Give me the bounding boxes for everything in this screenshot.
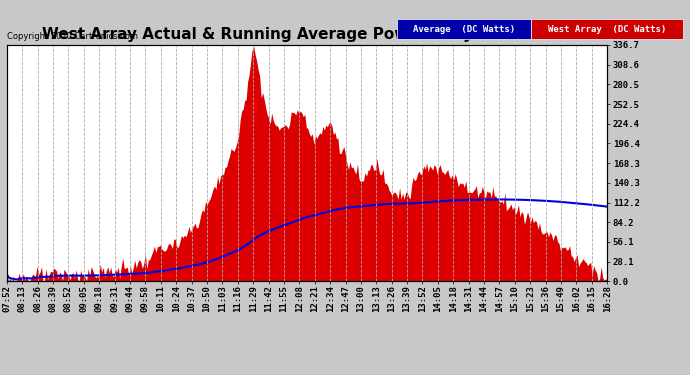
FancyBboxPatch shape	[531, 19, 683, 39]
Title: West Array Actual & Running Average Power Sat Jan 25 16:39: West Array Actual & Running Average Powe…	[41, 27, 573, 42]
Text: Average  (DC Watts): Average (DC Watts)	[413, 25, 515, 34]
Text: West Array  (DC Watts): West Array (DC Watts)	[548, 25, 667, 34]
FancyBboxPatch shape	[397, 19, 531, 39]
Text: Copyright 2020 Cartronics.com: Copyright 2020 Cartronics.com	[7, 32, 138, 41]
